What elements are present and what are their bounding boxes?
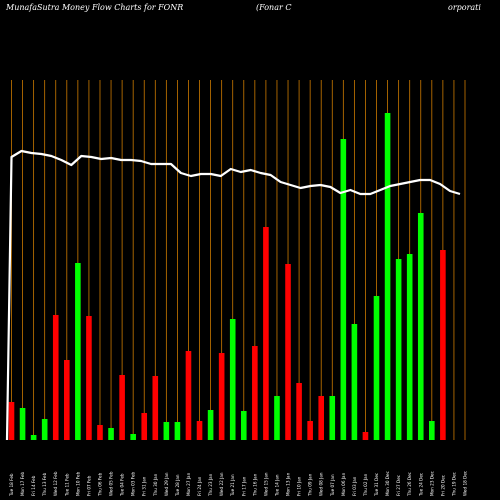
x-tick-label: Tue 31 Dec <box>374 472 379 497</box>
money-flow-bar-9 <box>97 425 103 440</box>
x-tick-label: Fri 14 Feb <box>31 475 36 496</box>
x-tick-label: Thu 26 Dec <box>407 471 412 497</box>
x-tick-labels: Tue 18 Feb Mon 17 Feb Fri 14 Feb Thu 13 Feb… <box>9 470 468 497</box>
x-tick-label: Mon 03 Feb <box>131 471 136 496</box>
x-tick-label: Mon 13 Jan <box>286 472 291 496</box>
x-tick-label: Fri 31 Jan <box>142 476 147 496</box>
money-flow-bar-24 <box>263 227 269 440</box>
chart-subtitle-cont: orporati <box>448 3 481 12</box>
money-flow-bar-26 <box>285 264 291 440</box>
x-tick-label: Wed 12 Feb <box>53 471 58 496</box>
x-tick-label: Tue 07 Jan <box>330 474 335 497</box>
x-tick-label: Tue 11 Feb <box>64 473 69 497</box>
money-flow-bar-32 <box>351 324 358 440</box>
x-tick-label: Thu 16 Jan <box>252 473 257 497</box>
x-tick-label: Tue 14 Jan <box>274 474 279 497</box>
x-tick-label: Mon 06 Jan <box>341 472 346 496</box>
money-flow-bar-38 <box>417 213 424 440</box>
money-flow-bar-4 <box>41 419 48 440</box>
money-flow-bar-28 <box>307 421 313 440</box>
x-tick-label: Wed 15 Jan <box>263 472 268 496</box>
money-flow-bar-8 <box>86 316 92 440</box>
money-flow-bar-10 <box>108 428 114 440</box>
x-tick-label: Wed 05 Feb <box>109 471 114 496</box>
money-flow-bar-23 <box>252 346 258 440</box>
x-tick-label: Mon 10 Feb <box>75 471 80 496</box>
money-flow-bar-15 <box>163 422 170 440</box>
money-flow-bar-18 <box>196 421 203 440</box>
x-tick-label: Fri 27 Dec <box>396 474 401 496</box>
money-flow-bar-12 <box>130 434 136 440</box>
x-tick-label: Fri 07 Feb <box>86 475 91 496</box>
money-flow-bar-27 <box>296 383 302 440</box>
money-flow-bar-17 <box>185 351 192 440</box>
x-tick-label: Wed 29 Jan <box>164 472 169 496</box>
money-flow-bar-21 <box>229 319 236 440</box>
x-tick-label: Tue 18 Feb <box>9 473 14 497</box>
x-tick-label: Thu 06 Feb <box>97 472 102 497</box>
x-tick-label: Thu 19 Dec <box>451 471 456 497</box>
money-flow-bar-34 <box>373 296 380 440</box>
money-flow-bar-33 <box>362 432 369 440</box>
x-tick-label: Wed 08 Jan <box>319 472 324 496</box>
money-flow-bar-2 <box>19 408 26 440</box>
x-tick-label: Thu 02 Jan <box>363 473 368 497</box>
money-flow-bar-20 <box>218 353 225 440</box>
money-flow-bar-29 <box>318 396 325 440</box>
x-tick-label: Fri 10 Jan <box>297 476 302 496</box>
price-line <box>5 149 461 441</box>
x-tick-label: Mon 23 Dec <box>429 470 434 496</box>
money-flow-bar-14 <box>152 376 159 440</box>
x-tick-label: Fri 24 Jan <box>197 476 202 496</box>
money-flow-bar-25 <box>274 396 280 440</box>
x-tick-label: Mon 30 Dec <box>385 470 390 496</box>
x-tick-label: Wed 18 Dec <box>463 470 468 496</box>
money-flow-bar-6 <box>64 360 70 440</box>
chart-subtitle: (Fonar C <box>256 3 291 12</box>
money-flow-line <box>5 149 461 441</box>
money-flow-bar-37 <box>406 254 413 440</box>
x-tick-label: Thu 13 Feb <box>42 472 47 497</box>
money-flow-bar-22 <box>240 411 247 440</box>
x-tick-label: Thu 23 Jan <box>208 473 213 497</box>
x-tick-label: Tue 21 Jan <box>230 474 235 497</box>
x-tick-label: Fri 20 Dec <box>440 474 445 496</box>
money-flow-bar-3 <box>30 435 37 440</box>
money-flow-bar-1 <box>8 402 15 440</box>
money-flow-bar-13 <box>141 413 148 440</box>
x-tick-label: Mon 17 Feb <box>20 471 25 496</box>
x-tick-label: Thu 09 Jan <box>308 473 313 497</box>
x-tick-label: Wed 22 Jan <box>219 472 224 496</box>
x-tick-label: Tue 24 Dec <box>418 472 423 497</box>
money-flow-bar-30 <box>329 396 336 440</box>
chart-title: MunafaSutra Money Flow Charts for FONR <box>5 3 183 12</box>
x-tick-label: Mon 27 Jan <box>186 472 191 496</box>
money-flow-bar-39 <box>429 421 435 440</box>
money-flow-bar-35 <box>384 113 391 440</box>
money-flow-bar-31 <box>340 139 347 440</box>
x-tick-label: Tue 04 Feb <box>120 473 125 497</box>
money-flow-bar-19 <box>207 410 214 440</box>
bars <box>8 113 446 440</box>
money-flow-bar-40 <box>440 250 446 440</box>
x-tick-label: Thu 30 Jan <box>153 473 158 497</box>
money-flow-bar-16 <box>174 422 181 440</box>
x-tick-label: Tue 28 Jan <box>175 474 180 497</box>
money-flow-bar-36 <box>395 259 402 440</box>
money-flow-bar-5 <box>52 315 59 440</box>
x-tick-label: Fri 17 Jan <box>241 476 246 496</box>
money-flow-bar-11 <box>119 375 125 440</box>
money-flow-bar-7 <box>75 263 81 440</box>
x-tick-label: Fri 03 Jan <box>352 476 357 496</box>
